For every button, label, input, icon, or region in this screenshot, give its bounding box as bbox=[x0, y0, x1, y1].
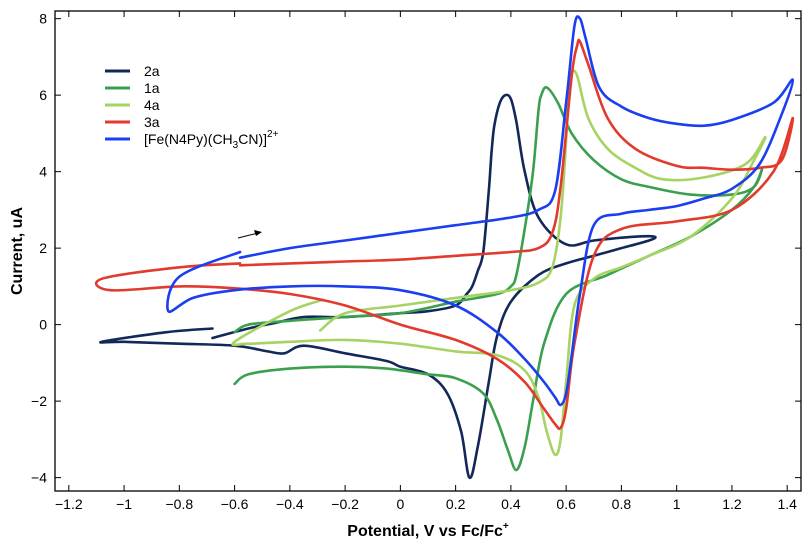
legend-fe-sup: 2+ bbox=[267, 129, 279, 140]
y-tick-label: −4 bbox=[31, 470, 47, 486]
legend-fe-main: [Fe(N4Py)(CH bbox=[144, 131, 233, 147]
x-tick-label: 1 bbox=[673, 496, 681, 512]
ticks-group: −1.2 −1 −0.8 −0.6 −0.4 −0.2 0 0.2 0.4 0.6 0.8 1 1.2 1… bbox=[31, 11, 801, 512]
series-line-3 bbox=[94, 38, 795, 431]
series-line-1 bbox=[233, 86, 764, 472]
x-axis-title-sup: + bbox=[503, 521, 509, 532]
scan-direction-arrow bbox=[237, 230, 262, 239]
legend-label-3a: 3a bbox=[144, 114, 160, 130]
legend-fe-sub: 3 bbox=[233, 140, 239, 151]
legend-label-1a: 1a bbox=[144, 80, 160, 96]
x-tick-label: 0.4 bbox=[501, 496, 521, 512]
y-tick-label: 2 bbox=[39, 240, 47, 256]
x-tick-label: −1 bbox=[116, 496, 132, 512]
x-tick-label: 0.6 bbox=[556, 496, 576, 512]
series-group bbox=[94, 15, 795, 479]
series-line-0 bbox=[99, 93, 657, 479]
series-line-2 bbox=[231, 69, 767, 457]
y-tick-label: −2 bbox=[31, 393, 47, 409]
y-axis-title: Current, uA bbox=[9, 207, 26, 295]
plot-frame bbox=[54, 10, 802, 492]
y-tick-label: 8 bbox=[39, 11, 47, 27]
x-tick-label: 0.2 bbox=[446, 496, 466, 512]
legend-label-fe-n4py: [Fe(N4Py)(CH3CN)]2+ bbox=[144, 129, 279, 151]
x-tick-label: −0.8 bbox=[166, 496, 194, 512]
legend: 2a 1a 4a 3a [Fe(N4Py)(CH3CN)]2+ bbox=[105, 63, 279, 151]
x-tick-label: −0.2 bbox=[331, 496, 359, 512]
legend-label-2a: 2a bbox=[144, 63, 160, 79]
x-axis-title: Potential, V vs Fc/Fc+ bbox=[347, 521, 509, 540]
y-tick-label: 6 bbox=[39, 87, 47, 103]
x-tick-label: −0.4 bbox=[276, 496, 304, 512]
x-tick-label: −1.2 bbox=[55, 496, 83, 512]
x-tick-label: 0 bbox=[396, 496, 404, 512]
x-tick-label: 0.8 bbox=[612, 496, 632, 512]
x-tick-label: −0.6 bbox=[221, 496, 249, 512]
y-tick-label: 0 bbox=[39, 317, 47, 333]
y-tick-label: 4 bbox=[39, 164, 47, 180]
series-line-4 bbox=[166, 15, 795, 407]
x-axis-title-main: Potential, V vs Fc/Fc bbox=[347, 523, 503, 540]
x-tick-label: 1.4 bbox=[777, 496, 797, 512]
legend-label-4a: 4a bbox=[144, 97, 160, 113]
legend-fe-mid: CN)] bbox=[238, 131, 267, 147]
x-tick-label: 1.2 bbox=[722, 496, 742, 512]
